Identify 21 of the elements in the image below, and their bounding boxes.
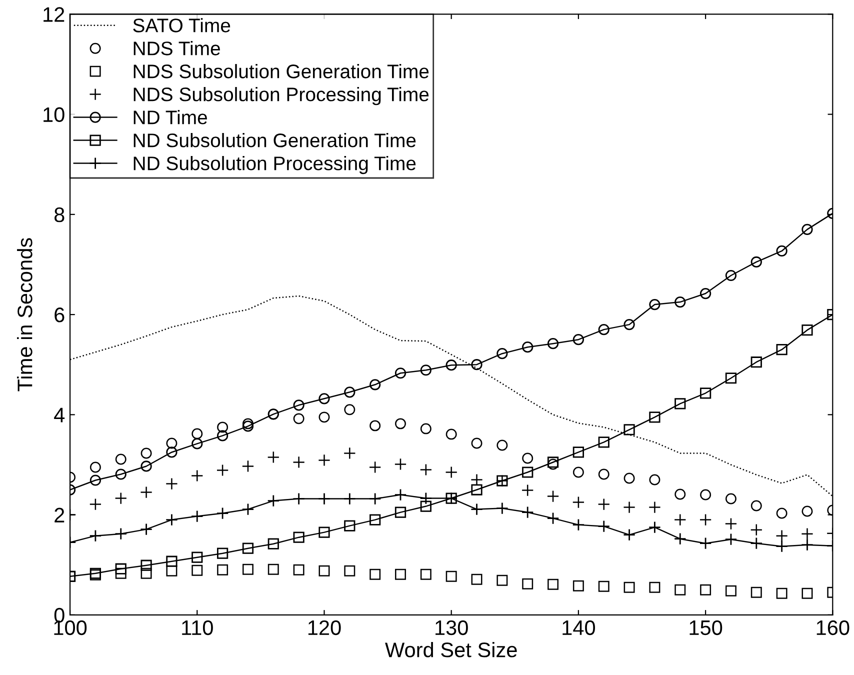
x-tick-label: 130 xyxy=(436,620,468,636)
y-tick-label: 10 xyxy=(44,107,64,122)
legend-label: ND Subsolution Generation Time xyxy=(134,133,416,148)
y-axis-title: Time in Seconds xyxy=(17,238,32,392)
y-tick-label: 8 xyxy=(54,207,64,222)
y-tick-label: 4 xyxy=(54,408,65,422)
legend-label: ND Time xyxy=(134,110,208,124)
x-tick-label: 160 xyxy=(816,620,850,636)
legend-label: NDS Time xyxy=(134,41,220,56)
x-tick-label: 110 xyxy=(182,620,213,636)
x-tick-label: 140 xyxy=(562,620,596,636)
legend-label: NDS Subsolution Generation Time xyxy=(134,64,429,78)
x-tick-label: 150 xyxy=(690,620,722,636)
y-tick-label: 6 xyxy=(54,308,64,322)
x-tick-label: 120 xyxy=(308,620,341,636)
legend-label: SATO Time xyxy=(133,18,230,32)
legend-label: ND Subsolution Processing Time xyxy=(134,156,416,174)
y-tick-label: 2 xyxy=(54,508,64,522)
x-axis-title: Word Set Size xyxy=(385,642,517,658)
y-tick-label: 12 xyxy=(44,7,64,22)
legend-label: NDS Subsolution Processing Time xyxy=(134,87,429,106)
